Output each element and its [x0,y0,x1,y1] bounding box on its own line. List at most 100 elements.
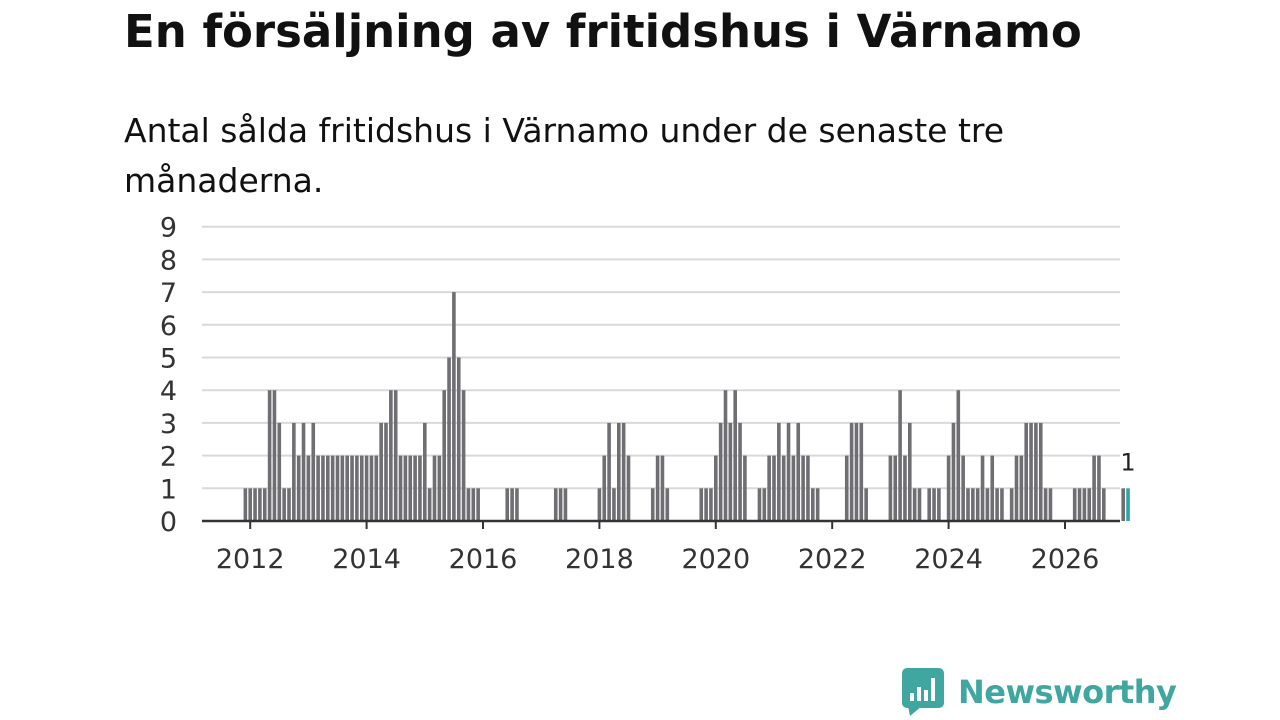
bar [316,455,320,521]
bar [393,390,398,521]
bar [287,488,291,521]
bar [650,488,655,521]
x-tick-label: 2018 [565,544,634,575]
x-tick-label: 2020 [681,544,750,575]
bar [1102,488,1106,521]
bar [927,488,931,521]
newsworthy-logo-icon [902,668,944,716]
bar [743,455,747,521]
bar [355,455,359,521]
bar [1121,488,1125,521]
bar [975,488,980,521]
bar [1097,455,1101,521]
bar [602,455,607,521]
bar [815,488,820,521]
bar [296,455,301,521]
bar [980,455,985,521]
bar [849,422,854,521]
bar [1014,455,1019,521]
x-tick-label: 2024 [914,544,983,575]
bar [1082,488,1087,521]
bar [447,357,451,521]
bar [311,422,316,521]
bar [330,455,335,521]
bar [418,455,422,521]
bar [1077,488,1082,521]
x-tick-label: 2016 [449,544,518,575]
bar [912,488,917,521]
bar [937,488,941,521]
bar [398,455,403,521]
bar [306,455,311,521]
bar [709,488,713,521]
bar [961,455,965,521]
bar [258,488,262,521]
bar [505,488,510,521]
bar [1024,422,1028,521]
bar [621,422,626,521]
bar [714,455,718,521]
bar [1000,488,1004,521]
y-tick-label: 0 [160,507,177,538]
y-tick-label: 7 [160,278,177,309]
bar [1038,422,1043,521]
y-tick-label: 1 [160,474,177,505]
y-tick-label: 6 [160,311,177,342]
bar [389,390,393,521]
bar [917,488,922,521]
x-tick-label: 2012 [216,544,285,575]
bar [859,422,864,521]
newsworthy-logo[interactable]: Newsworthy [902,668,1177,716]
bar [369,455,374,521]
bar [248,488,252,521]
bar [617,422,621,521]
bar [345,455,349,521]
bar [423,422,427,521]
bar [340,455,345,521]
bar [1087,488,1092,521]
bar [253,488,257,521]
highlight-data-label: 1 [1120,448,1135,476]
y-tick-label: 9 [160,213,177,244]
bar [811,488,815,521]
bar [466,488,471,521]
bar [1019,455,1024,521]
bar [1072,488,1077,521]
bar [660,455,665,521]
bar [612,488,616,521]
bar [262,488,267,521]
bar [292,422,296,521]
y-tick-label: 4 [160,376,177,407]
bar [476,488,480,521]
bar [728,422,733,521]
bar [597,488,602,521]
bar [718,422,723,521]
bar [452,292,456,521]
bar [854,422,859,521]
y-tick-label: 2 [160,442,177,473]
bar [243,488,248,521]
bar [321,455,325,521]
bar [723,390,728,521]
bar [408,455,413,521]
highlight-bar [1126,488,1130,521]
bar [665,488,670,521]
bar [335,455,340,521]
bar [864,488,868,521]
bar [908,422,912,521]
bar [432,455,437,521]
bar [898,390,902,521]
bar [966,488,970,521]
x-tick-label: 2014 [332,544,401,575]
bar [1009,488,1014,521]
bar [379,422,383,521]
bar [893,455,898,521]
bar [626,455,631,521]
bar [786,422,791,521]
bar [704,488,708,521]
bar [990,455,995,521]
bar [733,390,737,521]
bar [326,455,330,521]
bar [777,422,781,521]
